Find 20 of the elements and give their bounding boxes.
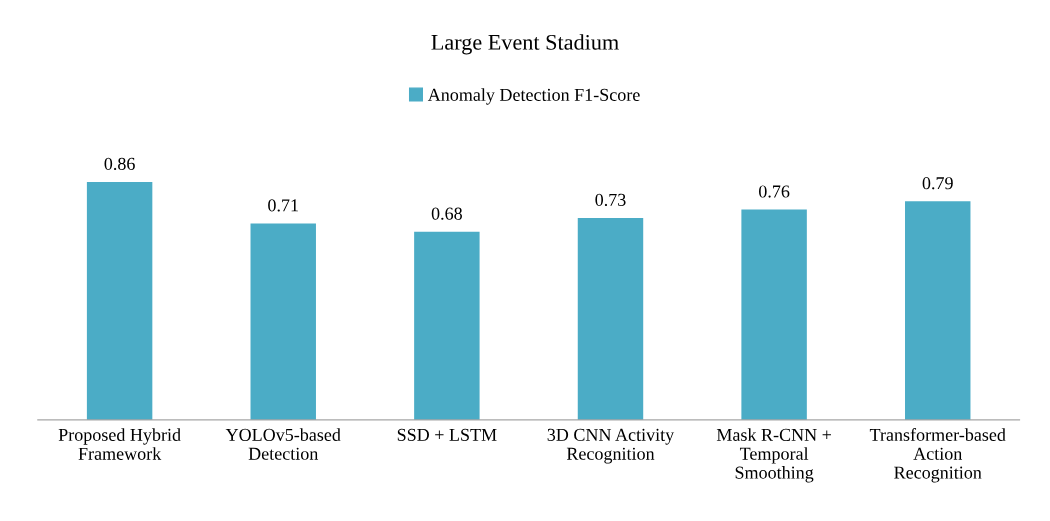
- x-tick-label: Proposed Hybrid Framework: [58, 428, 181, 460]
- data-label: 0.73: [595, 193, 626, 206]
- bar: [905, 201, 971, 420]
- chart-title: Large Event Stadium: [431, 34, 619, 55]
- legend-label: Anomaly Detection F1-Score: [427, 88, 640, 105]
- x-tick-label: SSD + LSTM: [397, 428, 497, 441]
- bar: [86, 181, 153, 420]
- bar: [741, 209, 807, 420]
- bar: [577, 217, 644, 420]
- data-label: 0.76: [759, 185, 790, 198]
- data-label: 0.86: [104, 157, 135, 170]
- x-tick-label: Mask R-CNN + Temporal Smoothing: [716, 428, 831, 483]
- data-label: 0.68: [431, 207, 462, 220]
- x-tick-label: YOLOv5-based Detection: [225, 428, 341, 460]
- x-tick-label: 3D CNN Activity Recognition: [547, 428, 675, 464]
- bar: [414, 231, 480, 420]
- bar: [250, 223, 316, 420]
- data-label: 0.79: [922, 177, 953, 190]
- data-label: 0.71: [268, 199, 298, 212]
- x-tick-label: Transformer-based Action Recognition: [869, 428, 1006, 483]
